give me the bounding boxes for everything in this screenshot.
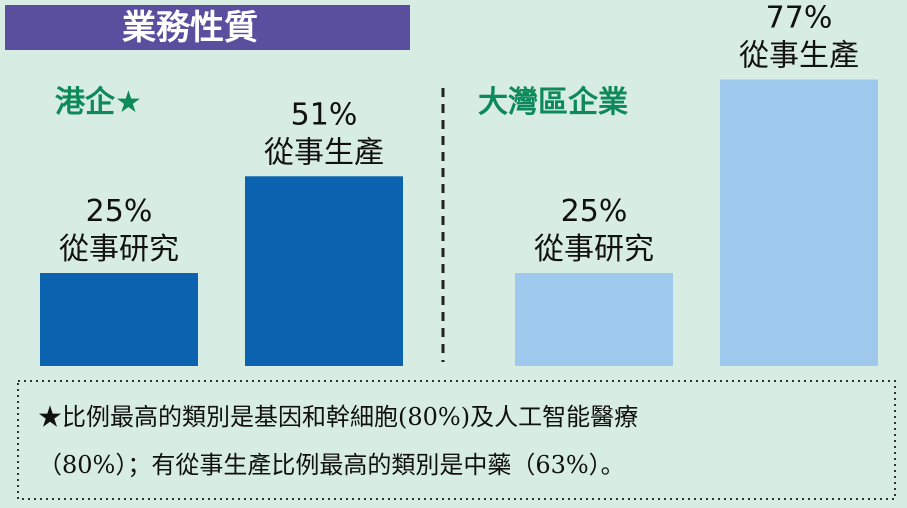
category-label: 從事生產: [739, 39, 859, 74]
category-label: 從事生產: [264, 135, 384, 170]
chart-title: 業務性質: [122, 8, 258, 48]
bar: [245, 176, 403, 366]
value-label: 51%: [291, 97, 358, 132]
title-banner: [5, 5, 410, 50]
category-label: 從事研究: [59, 232, 179, 267]
value-label: 25%: [86, 194, 153, 229]
footnote: ★比例最高的類別是基因和幹細胞(80%)及人工智能醫療: [38, 403, 638, 431]
group-label: 港企★: [55, 85, 142, 120]
bar: [720, 79, 878, 366]
category-label: 從事研究: [534, 232, 654, 267]
bar: [515, 273, 673, 366]
footnote-box: [17, 380, 896, 500]
group-label: 大灣區企業: [478, 85, 628, 120]
value-label: 25%: [561, 194, 628, 229]
footnote: （80%）；有從事生產比例最高的類別是中藥（63%）。: [38, 451, 625, 479]
value-label: 77%: [766, 1, 833, 36]
bar: [40, 273, 198, 366]
